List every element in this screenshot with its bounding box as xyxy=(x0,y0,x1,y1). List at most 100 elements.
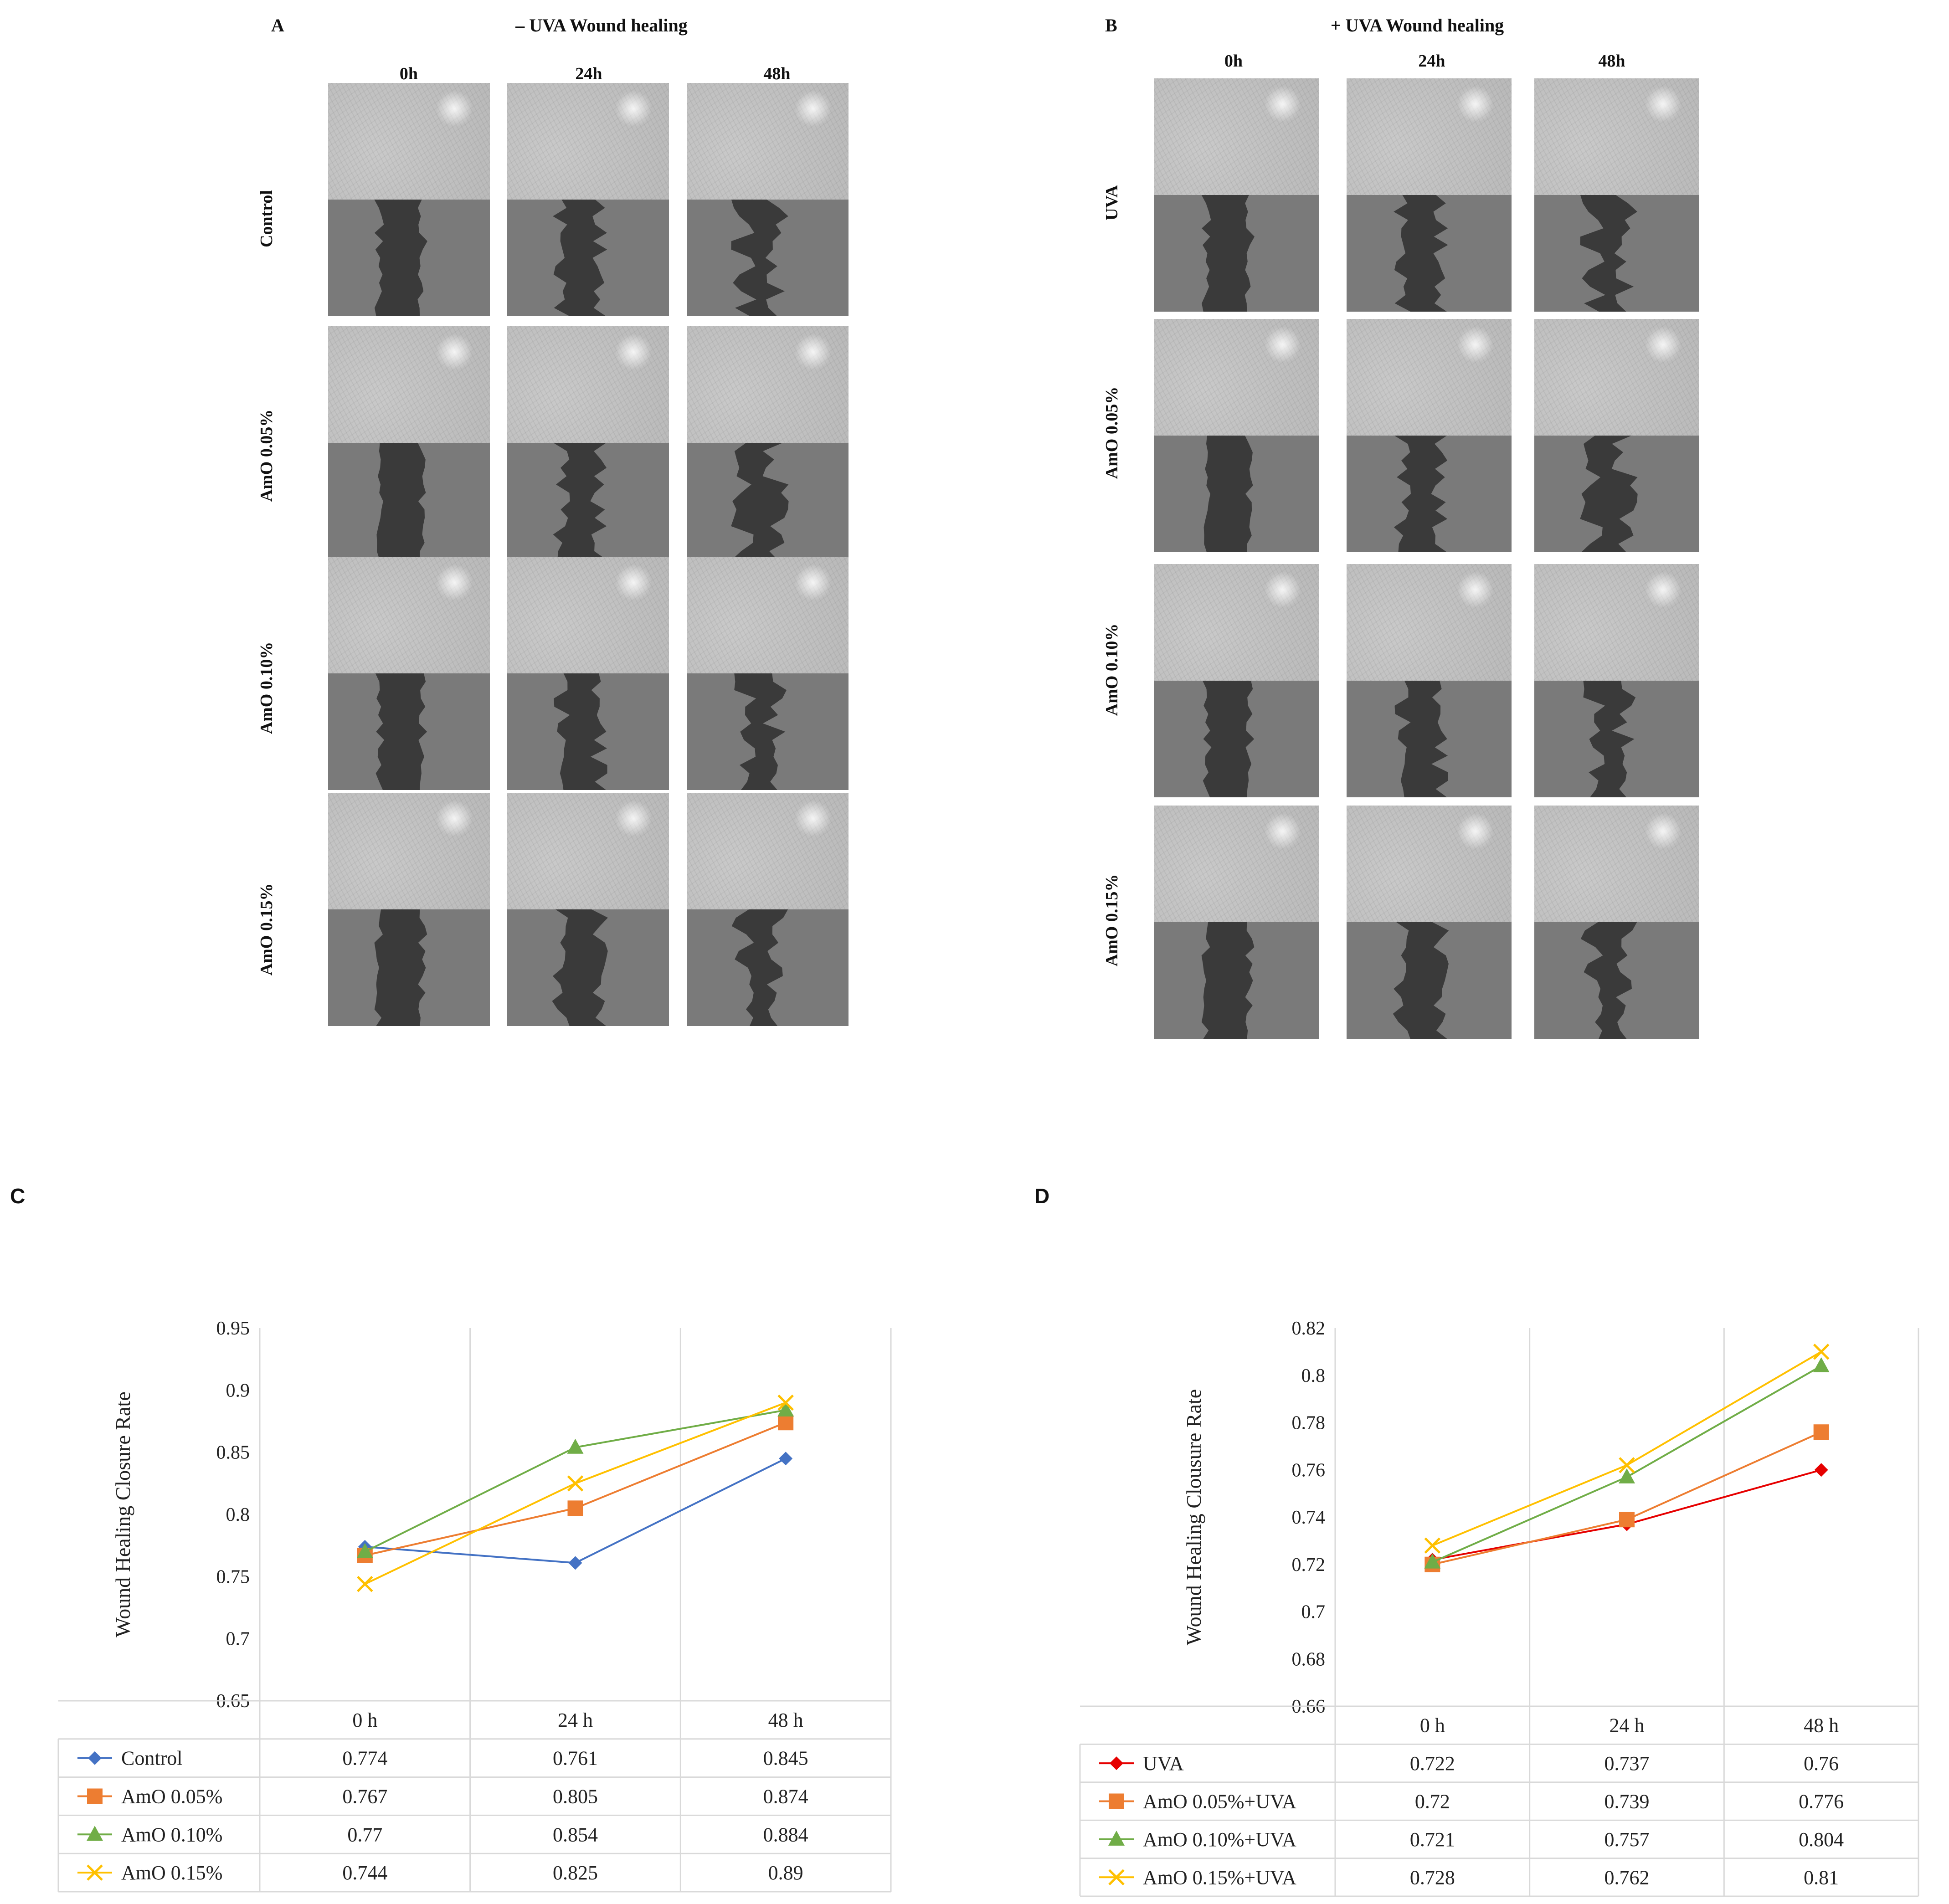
legend-key xyxy=(77,1826,112,1841)
data-point xyxy=(356,1543,373,1558)
panel-b-row-amo015: AmO 0.15% xyxy=(1102,874,1121,967)
table-value: 0.722 xyxy=(1410,1752,1455,1775)
panel-b-tile-r3-c3 xyxy=(1534,564,1699,797)
y-tick-label: 0.9 xyxy=(226,1380,250,1401)
table-value: 0.825 xyxy=(553,1862,598,1884)
data-point xyxy=(1814,1463,1828,1477)
panel-a-tile-r4-c3 xyxy=(687,793,849,1026)
data-point xyxy=(777,1401,794,1416)
data-point xyxy=(1813,1344,1830,1360)
table-value: 0.89 xyxy=(768,1862,803,1884)
data-point xyxy=(1813,1424,1829,1440)
panel-b-tile-r2-c2 xyxy=(1347,319,1512,552)
panel-b-tile-r2-c3 xyxy=(1534,319,1699,552)
panel-b-tile-r1-c3 xyxy=(1534,78,1699,312)
table-value: 0.728 xyxy=(1410,1866,1455,1889)
table-value: 0.762 xyxy=(1604,1866,1650,1889)
panel-b-tile-r1-c1 xyxy=(1154,78,1319,312)
micrograph-image xyxy=(1347,319,1512,436)
panel-a-tile-r1-c3 xyxy=(687,83,849,316)
panel-b-col-0h: 0h xyxy=(1224,51,1243,71)
panel-a-tile-r2-c3 xyxy=(687,326,849,559)
data-point xyxy=(779,1452,793,1466)
y-tick-label: 0.82 xyxy=(1292,1318,1326,1339)
y-tick-label: 0.78 xyxy=(1292,1413,1326,1434)
y-axis-title: Wound Healing Closure Rate xyxy=(111,1391,134,1637)
panel-b-tile-r4-c2 xyxy=(1347,806,1512,1039)
y-tick-label: 0.85 xyxy=(216,1442,250,1463)
y-tick-label: 0.76 xyxy=(1292,1460,1326,1481)
panel-a-row-control: Control xyxy=(257,190,276,247)
wound-mask-image xyxy=(687,673,849,790)
data-point xyxy=(567,1475,584,1492)
panel-b-tile-r3-c2 xyxy=(1347,564,1512,797)
y-tick-label: 0.7 xyxy=(226,1629,250,1650)
data-point xyxy=(1619,1468,1635,1483)
wound-mask-image xyxy=(1534,436,1699,552)
micrograph-image xyxy=(1534,806,1699,922)
wound-mask-image xyxy=(507,673,669,790)
wound-mask-image xyxy=(1347,195,1512,312)
series-3 xyxy=(356,1401,794,1558)
data-point xyxy=(567,1438,584,1454)
panel-a-col-24h: 24h xyxy=(575,64,602,83)
y-tick-label: 0.74 xyxy=(1292,1507,1326,1528)
data-point xyxy=(1424,1537,1441,1554)
table-value: 0.737 xyxy=(1604,1752,1650,1775)
panel-b-tile-r4-c1 xyxy=(1154,806,1319,1039)
micrograph-image xyxy=(507,793,669,909)
micrograph-image xyxy=(1347,78,1512,195)
wound-mask-image xyxy=(687,909,849,1026)
y-tick-label: 0.8 xyxy=(226,1504,250,1525)
series-3 xyxy=(1424,1357,1830,1569)
micrograph-image xyxy=(687,326,849,443)
wound-mask-image xyxy=(1154,922,1319,1039)
micrograph-image xyxy=(1347,806,1512,922)
x-category-label: 0 h xyxy=(1420,1714,1445,1737)
panel-a-row-amo015: AmO 0.15% xyxy=(257,883,276,976)
series-4 xyxy=(1424,1344,1830,1554)
legend-label: AmO 0.15% xyxy=(121,1862,222,1884)
table-value: 0.767 xyxy=(342,1786,387,1808)
y-tick-label: 0.95 xyxy=(216,1318,250,1339)
panel-d-letter: D xyxy=(1034,1184,1050,1208)
panel-b-title: + UVA Wound healing xyxy=(1330,15,1504,36)
x-category-label: 24 h xyxy=(1610,1714,1645,1737)
legend-label: AmO 0.10% xyxy=(121,1823,222,1846)
panel-b-tile-r1-c2 xyxy=(1347,78,1512,312)
micrograph-image xyxy=(1347,564,1512,681)
panel-b-row-amo005: AmO 0.05% xyxy=(1102,386,1121,479)
wound-mask-image xyxy=(1534,681,1699,797)
x-category-label: 24 h xyxy=(558,1709,593,1731)
table-value: 0.854 xyxy=(553,1823,598,1846)
micrograph-image xyxy=(328,83,490,200)
y-tick-label: 0.68 xyxy=(1292,1649,1326,1670)
wound-mask-image xyxy=(1154,195,1319,312)
y-tick-label: 0.7 xyxy=(1301,1602,1326,1623)
panel-a-tile-r4-c1 xyxy=(328,793,490,1026)
panel-b-row-amo010: AmO 0.10% xyxy=(1102,623,1121,716)
data-point xyxy=(1619,1512,1635,1528)
wound-mask-image xyxy=(1154,681,1319,797)
wound-mask-image xyxy=(328,909,490,1026)
table-value: 0.744 xyxy=(342,1862,387,1884)
wound-mask-image xyxy=(328,200,490,316)
micrograph-image xyxy=(507,83,669,200)
legend-key xyxy=(77,1864,112,1881)
series-2 xyxy=(357,1415,794,1563)
panel-a-col-0h: 0h xyxy=(399,64,418,83)
chart-d: 0.660.680.70.720.740.760.780.80.82Wound … xyxy=(1079,1318,1919,1897)
micrograph-image xyxy=(1154,806,1319,922)
wound-mask-image xyxy=(328,673,490,790)
panel-a-tile-r1-c2 xyxy=(507,83,669,316)
panel-a-tile-r3-c1 xyxy=(328,557,490,790)
legend-key xyxy=(1099,1869,1134,1886)
table-value: 0.884 xyxy=(763,1823,808,1846)
panel-b-letter: B xyxy=(1105,15,1117,36)
micrograph-image xyxy=(328,326,490,443)
micrograph-image xyxy=(687,557,849,673)
series-line xyxy=(364,1409,786,1553)
legend-key xyxy=(77,1751,112,1765)
x-category-label: 48 h xyxy=(768,1709,803,1731)
